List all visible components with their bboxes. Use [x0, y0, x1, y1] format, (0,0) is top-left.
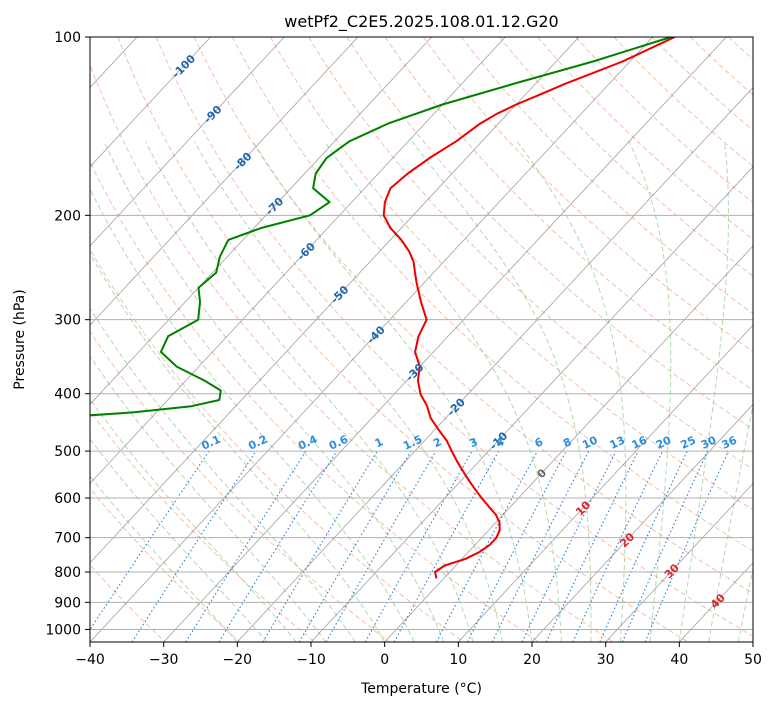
dry-adiabat-line — [90, 330, 390, 642]
y-tick-label: 400 — [54, 387, 81, 403]
dry-adiabats — [90, 37, 753, 642]
y-tick-label: 700 — [54, 531, 81, 547]
chart-title: wetPf2_C2E5.2025.108.01.12.G20 — [284, 12, 558, 32]
y-tick-label: 600 — [54, 491, 81, 507]
plot-frame — [89, 36, 754, 643]
y-axis: 100 200 300 400 500 600 700 800 900 1000 — [45, 30, 90, 638]
mixing-ratio-line — [491, 450, 590, 642]
mixing-ratio-line — [218, 450, 338, 642]
mixing-ratio-line — [521, 450, 617, 642]
x-tick-label: 50 — [744, 652, 762, 668]
dry-adiabat-line — [90, 248, 465, 642]
mixing-ratio-line — [364, 450, 473, 642]
isotherm-line — [237, 86, 753, 642]
dry-adiabat-line — [90, 487, 241, 642]
isotherm-line — [458, 324, 753, 642]
isotherm-line — [605, 482, 753, 642]
dry-adiabat-line — [270, 37, 753, 511]
dry-adiabat-line — [90, 409, 316, 642]
y-tick-label: 900 — [54, 595, 81, 611]
mixing-ratio-label: 16 — [630, 433, 650, 451]
dry-adiabat-line — [422, 37, 753, 353]
x-tick-label: 10 — [449, 652, 467, 668]
x-tick-label: −40 — [75, 652, 105, 668]
isotherm-line — [90, 37, 506, 485]
dry-adiabat-line — [384, 37, 753, 391]
isotherm-line — [531, 403, 753, 642]
y-tick-label: 800 — [54, 565, 81, 581]
dry-adiabat-line — [308, 37, 753, 470]
x-tick-label: 0 — [380, 652, 389, 668]
x-tick-label: 40 — [670, 652, 688, 668]
dry-adiabat-line — [90, 63, 614, 642]
y-tick-label: 100 — [54, 30, 81, 46]
isotherm-line — [384, 245, 753, 642]
dry-adiabat-line — [117, 37, 689, 642]
x-axis-title: Temperature (°C) — [360, 681, 482, 697]
x-tick-label: −10 — [296, 652, 326, 668]
y-tick-label: 200 — [54, 208, 81, 224]
temperature-profile-line — [382, 37, 676, 579]
mixing-ratio-line — [185, 450, 307, 642]
isotherm-line — [90, 37, 653, 642]
isotherm-line — [90, 37, 285, 247]
profile-series — [90, 37, 676, 579]
mixing-ratio-label: 36 — [720, 433, 740, 451]
x-tick-label: −30 — [149, 652, 179, 668]
dry-adiabat-line — [613, 37, 753, 167]
mixing-ratio-label: 13 — [608, 434, 627, 452]
mixing-ratio-label: 20 — [654, 433, 674, 451]
dry-adiabat-line — [155, 37, 753, 637]
mixing-ratio-line — [90, 450, 210, 631]
isotherm-line — [310, 166, 753, 642]
mixing-ratio-label: 30 — [699, 433, 719, 451]
y-tick-label: 500 — [54, 444, 81, 460]
isotherm-line — [90, 37, 359, 326]
isotherm-line — [90, 37, 580, 564]
dry-adiabat-line — [346, 37, 753, 431]
isotherms — [90, 37, 753, 642]
dry-adiabat-line — [537, 37, 753, 240]
isotherm-line — [163, 37, 727, 642]
x-axis: −40 −30 −20 −10 0 10 20 30 40 50 — [75, 642, 762, 668]
dry-adiabat-line — [193, 37, 753, 594]
isotherm-line — [90, 37, 211, 168]
dry-adiabat-line — [90, 160, 540, 642]
mixing-ratio-label: 10 — [580, 433, 600, 451]
mixing-ratio-line — [621, 450, 709, 642]
x-tick-label: 30 — [597, 652, 615, 668]
y-tick-label: 300 — [54, 313, 81, 329]
y-tick-label: 1000 — [45, 622, 81, 638]
x-tick-label: 20 — [523, 652, 541, 668]
dry-adiabat-line — [499, 37, 753, 277]
isotherm-line — [90, 37, 432, 405]
mixing-ratio-line — [131, 450, 257, 642]
y-axis-title: Pressure (hPa) — [12, 289, 28, 389]
x-tick-label: −20 — [223, 652, 253, 668]
dewpoint-profile-line — [90, 37, 672, 417]
mixing-ratio-label: 25 — [679, 434, 698, 452]
pressure-gridlines — [90, 37, 753, 630]
mixing-ratio-line — [435, 450, 538, 642]
dry-adiabat-line — [231, 37, 753, 552]
mixing-ratio-line — [393, 450, 500, 642]
